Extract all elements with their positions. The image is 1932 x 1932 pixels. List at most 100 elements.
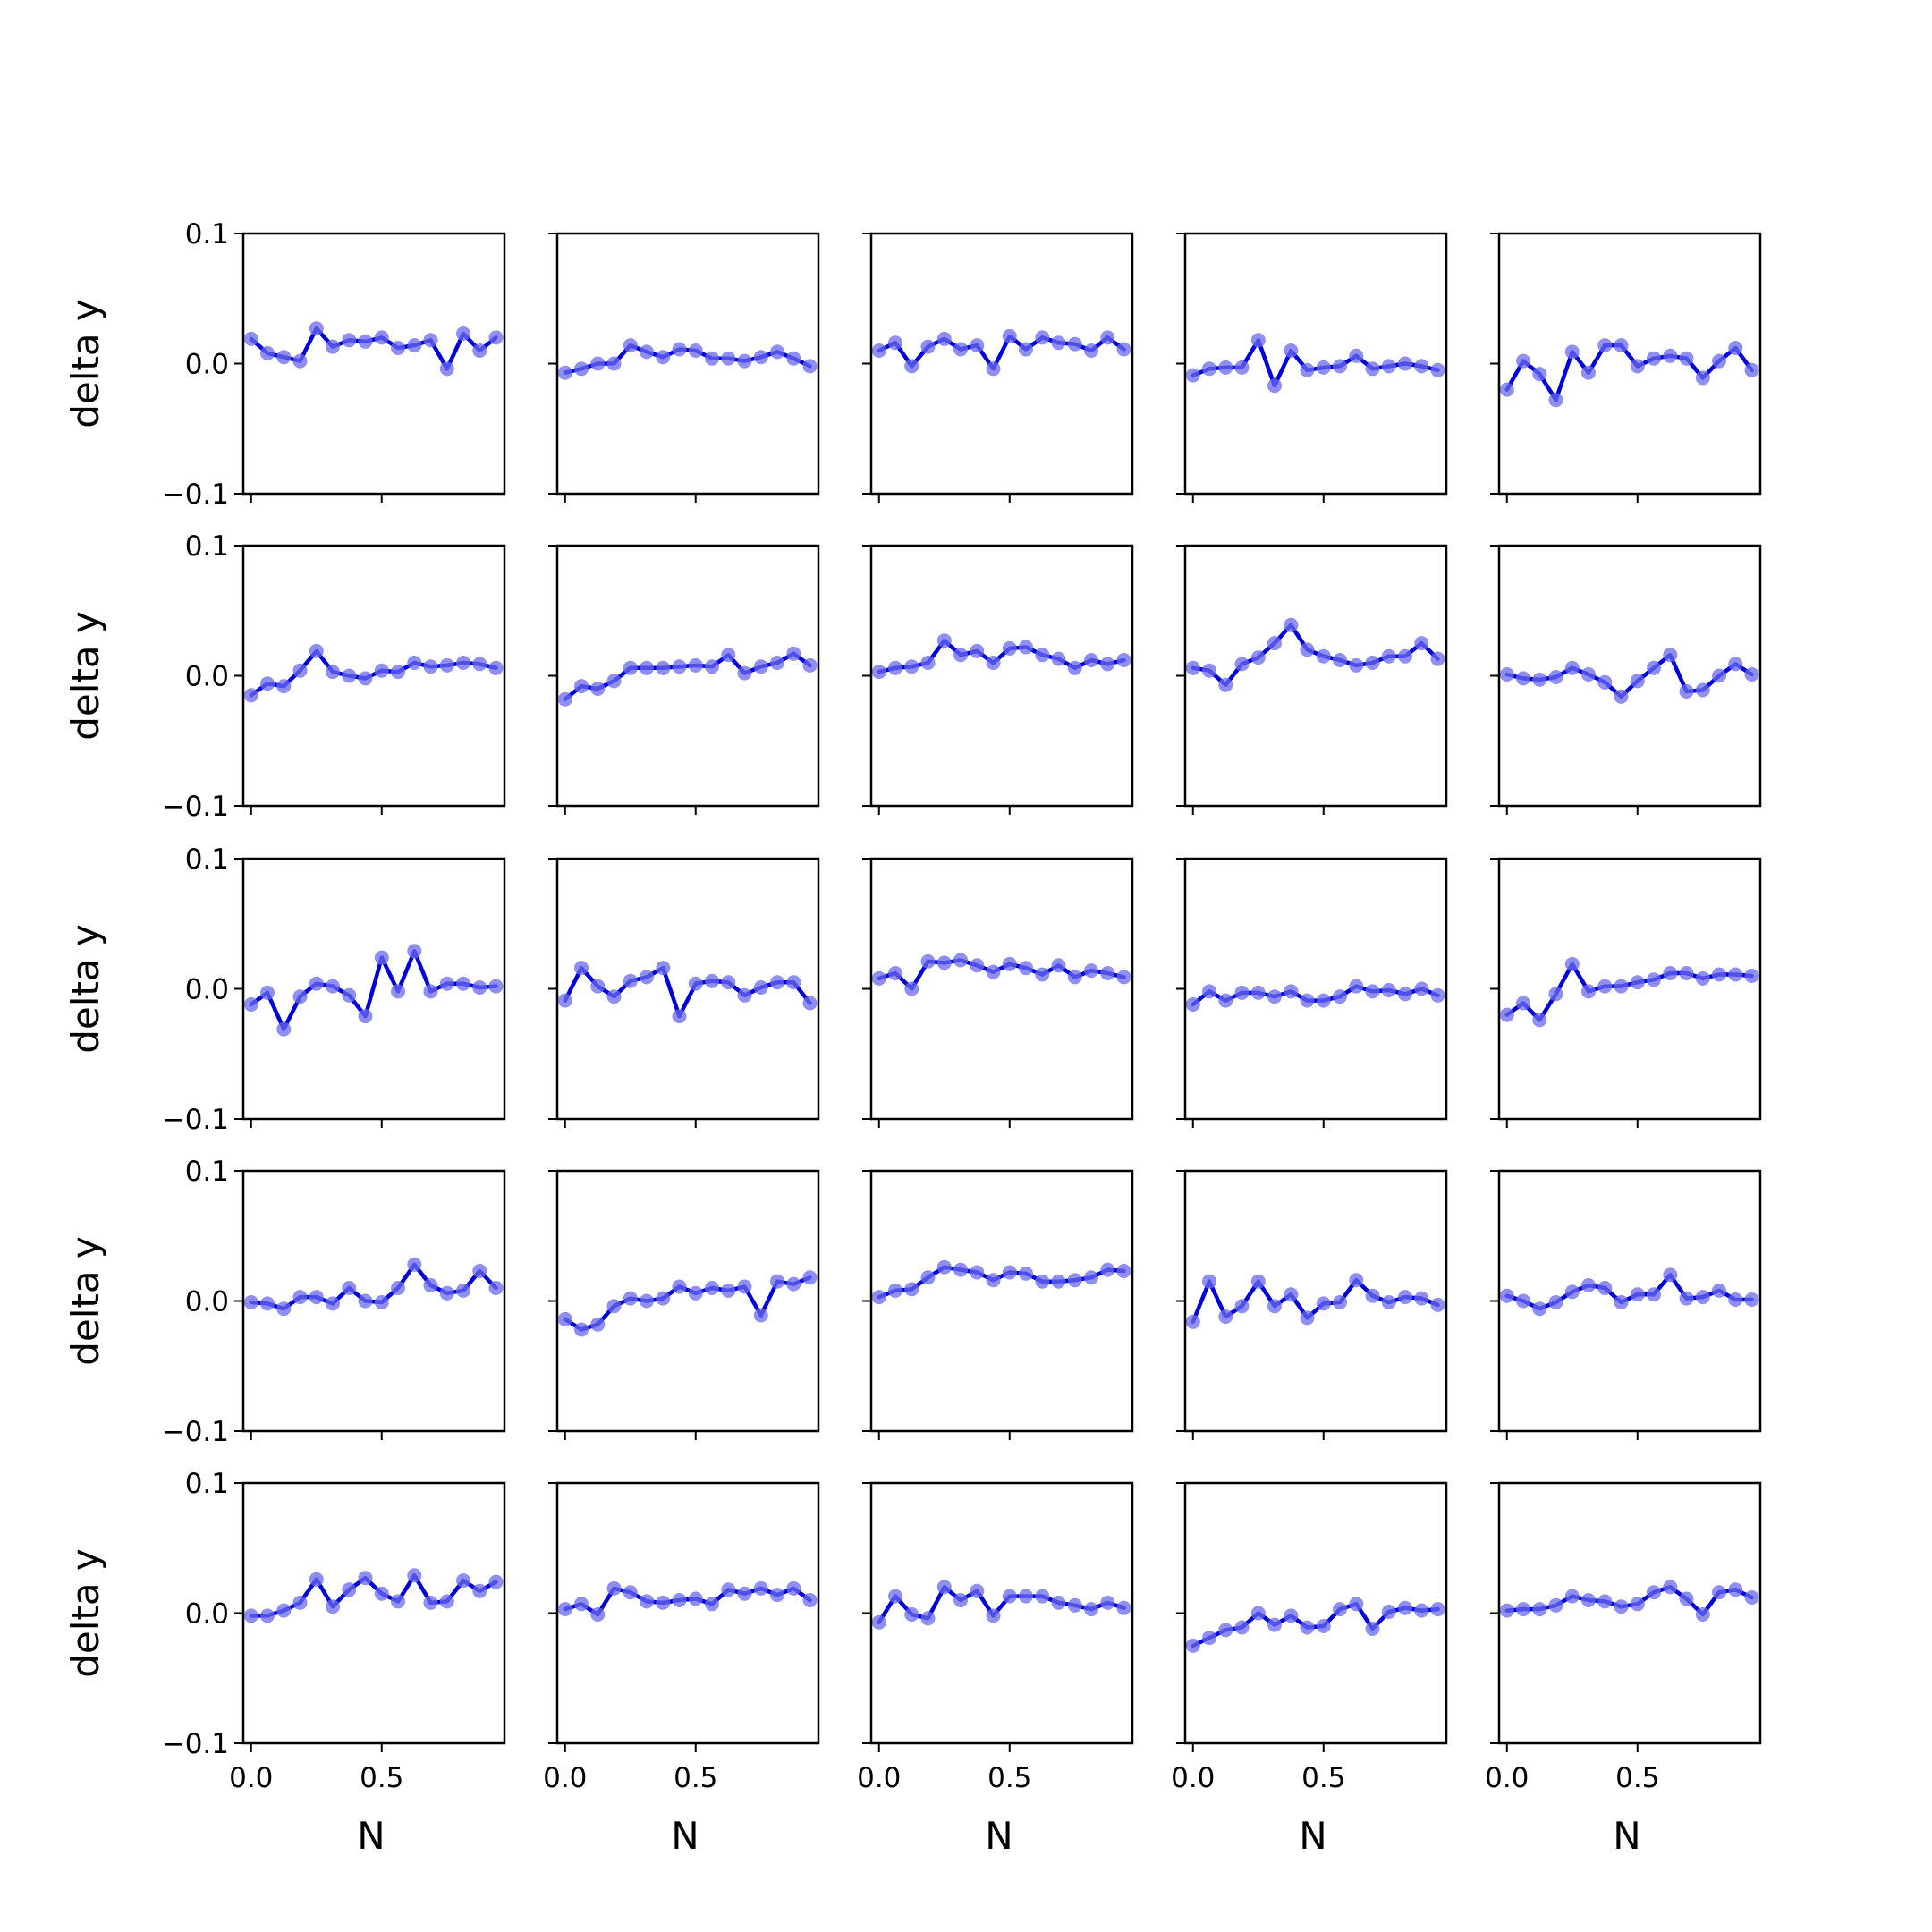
data-point [770,656,784,670]
data-point [1614,689,1629,704]
data-point [970,643,985,658]
data-point [557,365,572,380]
data-point [1349,1273,1364,1288]
data-point [970,338,985,353]
data-point [721,1582,736,1597]
data-point [1202,663,1216,678]
data-point [1284,984,1299,999]
data-point [309,1290,324,1305]
data-point [260,985,275,1000]
y-axis-label: delta y [64,611,107,741]
data-point [1647,972,1661,987]
data-point [1067,336,1082,352]
axes-frame [1497,857,1762,1121]
data-point [920,1611,936,1626]
data-point [1499,1288,1514,1303]
data-point [260,1608,275,1623]
data-point [1002,640,1017,656]
data-point [1712,353,1726,369]
y-tick-label: −0.1 [162,1728,229,1760]
data-point [1185,1314,1200,1329]
data-point [1051,958,1066,973]
y-tick-label: 0.1 [185,1156,229,1188]
data-point [802,1593,818,1607]
data-point [1365,1288,1380,1303]
data-point [1300,362,1315,377]
data-point [1695,370,1710,386]
data-point [688,343,703,358]
data-point [1002,956,1017,971]
subplot-r2-c1: −0.1 0.0 0.1 delta y [64,530,506,823]
data-point [472,343,487,358]
data-point [1548,987,1563,1002]
data-point [1630,1287,1645,1302]
data-point [986,1273,1001,1288]
series-line [249,648,498,698]
data-point [1614,1599,1629,1614]
data-point [1398,648,1412,664]
data-point [1564,1284,1580,1300]
data-point [640,1293,654,1309]
data-point [423,984,438,999]
axes-frame [869,232,1134,496]
data-point [986,1608,1001,1623]
data-point [606,674,622,689]
data-point [1728,1582,1743,1597]
data-point [1581,667,1596,682]
data-point [721,1283,736,1298]
data-point [1712,668,1726,683]
series-line [249,1573,498,1618]
data-point [1597,674,1613,690]
axes-frame [1497,1169,1762,1433]
data-point [243,331,258,346]
data-point [1663,648,1678,663]
data-point [1744,969,1759,983]
data-point [358,1009,373,1024]
data-point [292,1290,308,1305]
data-point [1365,656,1380,670]
data-point [904,981,919,996]
data-point [1532,1301,1547,1317]
series-line [563,965,812,1019]
data-point [488,1281,504,1295]
data-point [953,1593,968,1607]
data-point [456,656,470,670]
subplot-r2-c3 [862,544,1134,815]
data-point [1333,1295,1347,1309]
data-point [770,975,784,990]
data-point [688,1591,703,1606]
data-point [1695,1290,1710,1305]
data-point [1084,653,1098,667]
data-point [1695,970,1710,986]
data-point [1019,1266,1033,1281]
data-point [1430,987,1445,1003]
data-point [623,660,638,675]
data-point [656,660,671,675]
data-point [1019,342,1033,357]
data-point [1116,1600,1131,1615]
series-line [1504,962,1754,1022]
data-point [904,359,919,374]
axes-frame [869,544,1134,808]
data-point [1647,1585,1661,1600]
x-axis-label: N [357,1814,385,1858]
x-tick-label: 0.0 [1485,1762,1529,1794]
data-point [590,1607,606,1622]
data-point [1019,640,1033,655]
subplot-r5-c2: 0.0 0.5 N [543,1481,820,1858]
y-tick-label: −0.1 [162,1104,229,1136]
data-point [737,1279,752,1294]
data-point [1202,1631,1216,1646]
data-point [1218,360,1233,375]
axes-frame [869,1169,1134,1433]
data-point [1185,660,1200,675]
data-point [1100,1595,1115,1610]
data-point [1712,1585,1726,1600]
data-point [456,976,470,991]
series-line [1504,1585,1754,1617]
data-point [688,1285,703,1301]
data-point [970,1265,985,1280]
data-point [557,1602,572,1617]
data-point [1035,1589,1050,1604]
data-point [1185,1638,1200,1653]
